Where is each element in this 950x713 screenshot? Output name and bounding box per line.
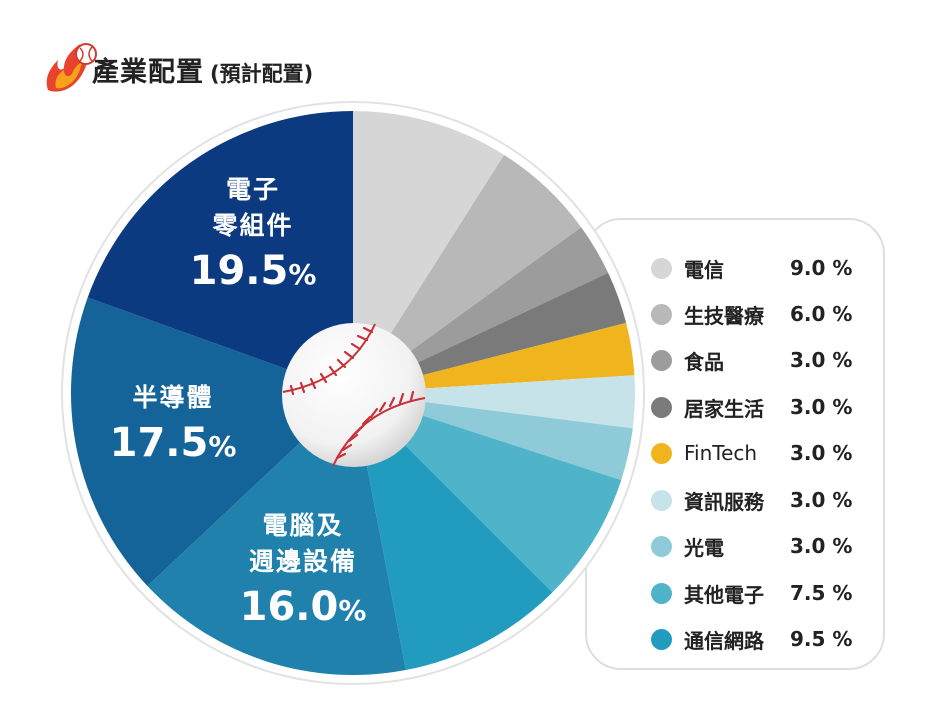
legend-label: 光電 xyxy=(684,535,724,560)
pie-slice-7 xyxy=(353,393,622,593)
legend-swatch xyxy=(651,349,672,371)
legend-swatch xyxy=(651,628,672,650)
flaming-baseball-logo-icon xyxy=(46,43,97,92)
legend-value: 9.0 % xyxy=(790,256,853,280)
subtitle-text: (預計配置) xyxy=(210,62,314,86)
slice-label-computer-peripherals: 電腦及 週邊設備 16.0% xyxy=(240,508,367,638)
slice-label-percent-unit: % xyxy=(338,594,367,627)
legend-label: 居家生活 xyxy=(684,396,764,421)
pie-slice-3 xyxy=(353,272,627,393)
legend-label: FinTech xyxy=(684,441,758,465)
legend-value: 3.0 % xyxy=(790,395,853,419)
legend-label: 其他電子 xyxy=(684,582,764,607)
slice-label-line1: 電子 xyxy=(225,175,281,204)
legend-swatch xyxy=(651,535,672,557)
slice-label-percent: 16.0% xyxy=(240,580,367,638)
legend-label: 資訊服務 xyxy=(684,489,764,514)
slice-label-percent-value: 16.0 xyxy=(239,584,339,630)
slice-label-line2: 零組件 xyxy=(212,211,294,240)
slice-label-line1: 半導體 xyxy=(132,383,214,412)
legend-value: 3.0 % xyxy=(790,441,853,465)
legend-label: 電信 xyxy=(684,257,724,282)
legend-value: 7.5 % xyxy=(790,581,853,605)
legend-value: 3.0 % xyxy=(790,534,853,558)
legend-value: 3.0 % xyxy=(790,348,853,372)
legend-swatch xyxy=(651,396,672,418)
slice-label-percent-value: 17.5 xyxy=(109,420,209,466)
baseball-icon xyxy=(282,323,426,467)
pie-slices xyxy=(71,111,635,676)
legend-item: 居家生活 3.0 % xyxy=(651,392,861,422)
slice-label-line1: 電腦及 xyxy=(262,511,344,540)
slice-label-percent-value: 19.5 xyxy=(189,248,289,294)
pie-slice-10 xyxy=(71,297,354,587)
page-title: 產業配置 (預計配置) xyxy=(92,50,313,89)
legend-item: 通信網路 9.5 % xyxy=(651,624,861,654)
legend-label: 通信網路 xyxy=(684,628,764,653)
pie-slice-2 xyxy=(353,227,609,393)
legend-value: 3.0 % xyxy=(790,488,853,512)
legend-label: 生技醫療 xyxy=(684,303,764,328)
legend-item: 電信 9.0 % xyxy=(651,253,861,283)
pie-slice-5 xyxy=(353,375,635,429)
legend-value: 9.5 % xyxy=(790,627,853,651)
legend-value: 6.0 % xyxy=(790,302,853,326)
legend-item: FinTech 3.0 % xyxy=(651,438,861,468)
legend-item: 光電 3.0 % xyxy=(651,531,861,561)
slice-label-percent: 19.5% xyxy=(190,244,317,302)
slice-label-percent-unit: % xyxy=(208,430,237,463)
legend-swatch xyxy=(651,489,672,511)
legend-swatch xyxy=(651,582,672,604)
slice-label-percent-unit: % xyxy=(288,258,317,291)
legend-item: 食品 3.0 % xyxy=(651,345,861,375)
pie-slice-4 xyxy=(353,322,635,393)
legend-item: 其他電子 7.5 % xyxy=(651,578,861,608)
legend-swatch xyxy=(651,303,672,325)
slice-label-line2: 週邊設備 xyxy=(248,547,358,576)
slice-label-semiconductor: 半導體 17.5% xyxy=(110,380,237,474)
slice-label-electronic-components: 電子 零組件 19.5% xyxy=(190,172,317,302)
pie-slice-11 xyxy=(87,111,354,393)
title-text: 產業配置 xyxy=(92,57,204,88)
slice-label-percent: 17.5% xyxy=(110,416,237,474)
pie-slice-8 xyxy=(353,393,553,671)
pie-slice-1 xyxy=(353,154,582,393)
legend-item: 資訊服務 3.0 % xyxy=(651,485,861,515)
pie-slice-0 xyxy=(353,111,505,393)
legend-item: 生技醫療 6.0 % xyxy=(651,299,861,329)
legend-swatch xyxy=(651,257,672,279)
legend-label: 食品 xyxy=(684,349,724,374)
legend-swatch xyxy=(651,442,672,464)
